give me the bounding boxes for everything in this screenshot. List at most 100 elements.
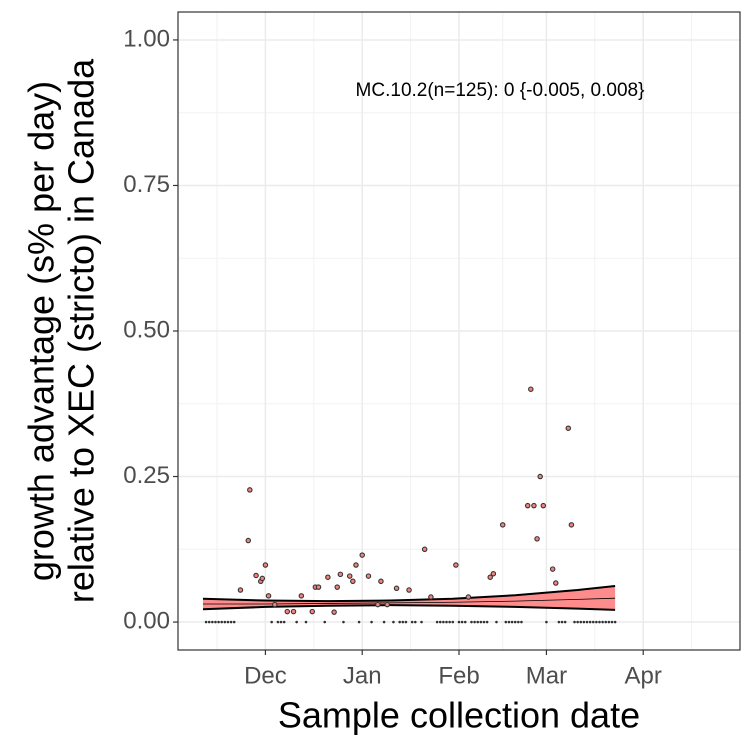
data-point	[487, 574, 493, 580]
data-point	[413, 620, 417, 624]
data-point	[370, 620, 373, 624]
data-point	[451, 620, 455, 624]
data-point	[420, 620, 423, 624]
data-point	[485, 620, 489, 624]
data-point	[563, 620, 567, 624]
data-point	[404, 620, 408, 624]
data-point	[465, 594, 472, 600]
data-point	[601, 620, 604, 624]
data-point	[613, 620, 617, 624]
data-point	[482, 620, 486, 624]
data-point	[585, 620, 589, 624]
y-tick-label: 0.75	[123, 171, 170, 198]
y-tick-label: 1.00	[123, 25, 170, 52]
y-tick-label: 0.50	[123, 316, 170, 343]
data-point	[270, 620, 273, 624]
data-point	[365, 573, 372, 579]
data-point	[507, 620, 511, 624]
data-point	[528, 386, 534, 392]
data-point	[504, 620, 508, 624]
data-point	[392, 620, 395, 624]
data-point	[384, 601, 390, 608]
data-point	[259, 575, 266, 582]
data-point	[359, 552, 365, 558]
y-axis-title: growth advantage (s% per day)	[21, 81, 62, 581]
data-point	[350, 578, 356, 585]
x-tick-label: Dec	[244, 662, 287, 689]
data-point	[315, 584, 322, 590]
data-point	[357, 620, 361, 624]
data-point	[607, 620, 611, 624]
data-point	[549, 566, 556, 572]
data-point	[337, 571, 344, 578]
data-point	[331, 609, 337, 615]
data-point	[217, 620, 220, 624]
data-point	[346, 573, 353, 579]
data-point	[588, 620, 592, 624]
data-point	[229, 620, 233, 624]
data-point	[309, 608, 316, 615]
data-point	[495, 620, 498, 624]
data-point	[207, 620, 211, 624]
data-point	[545, 620, 548, 624]
x-tick-label: Feb	[438, 662, 479, 689]
data-point	[262, 562, 269, 568]
data-point	[568, 522, 575, 528]
data-point	[490, 570, 497, 577]
data-point	[553, 580, 559, 586]
x-tick-label: Mar	[526, 662, 567, 689]
data-point	[406, 587, 412, 593]
y-tick-label: 0.00	[123, 607, 170, 634]
annotation: MC.10.2(n=125): 0 {-0.005, 0.008}	[356, 80, 645, 101]
data-point	[557, 620, 561, 624]
ribbon-upper-line	[202, 584, 616, 603]
y-axis-title: relative to XEC (stricto) in Canada	[61, 58, 102, 603]
data-point	[453, 562, 459, 568]
data-point	[272, 601, 278, 608]
data-point	[232, 620, 236, 624]
data-point	[513, 620, 517, 624]
data-point	[223, 620, 227, 624]
data-point	[540, 502, 547, 509]
data-point	[517, 620, 520, 624]
data-point	[428, 594, 434, 600]
data-point	[410, 620, 414, 624]
data-point	[499, 522, 506, 528]
data-point	[524, 502, 531, 509]
data-point	[463, 620, 467, 624]
data-point	[237, 587, 244, 593]
data-point	[591, 620, 595, 624]
x-tick-label: Apr	[625, 662, 662, 689]
data-point	[442, 620, 445, 624]
data-point	[220, 620, 224, 624]
data-point	[560, 620, 564, 624]
y-tick-label: 0.25	[123, 462, 170, 489]
data-point	[378, 578, 384, 585]
data-point	[565, 425, 572, 431]
data-point	[375, 601, 381, 608]
data-point	[393, 585, 400, 592]
data-point	[510, 620, 514, 624]
data-point	[576, 620, 579, 624]
data-point	[457, 620, 461, 624]
data-point	[334, 584, 340, 590]
data-point	[476, 620, 480, 624]
data-point	[245, 537, 252, 544]
data-point	[295, 620, 298, 624]
data-point	[323, 620, 327, 624]
data-point	[473, 620, 476, 624]
data-point	[460, 620, 464, 624]
data-point	[573, 620, 576, 624]
data-point	[610, 620, 614, 624]
data-point	[325, 574, 331, 580]
data-point	[479, 620, 483, 624]
data-point	[537, 473, 543, 480]
data-point	[604, 620, 608, 624]
data-point	[382, 620, 386, 624]
data-point	[598, 620, 601, 624]
data-point	[298, 593, 305, 599]
data-point	[435, 620, 439, 624]
data-point	[282, 620, 286, 624]
